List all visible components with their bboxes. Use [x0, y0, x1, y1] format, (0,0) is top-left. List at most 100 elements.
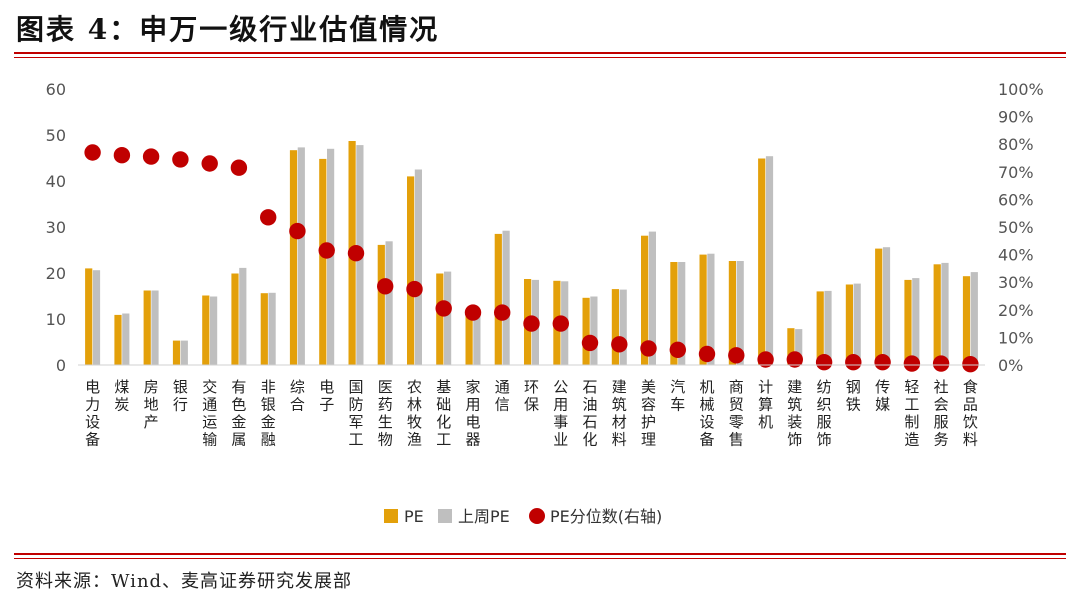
bar-pe	[699, 254, 707, 365]
category-labels: 电力设备煤炭房地产银行交通运输有色金属非银金融综合电子国防军工医药生物农林牧渔基…	[85, 378, 978, 449]
right-tick-label: 40%	[998, 246, 1034, 265]
category-label: 有色金属	[231, 378, 246, 449]
right-tick-label: 100%	[998, 80, 1044, 99]
category-label: 计算机	[758, 378, 773, 431]
left-tick-label: 0	[56, 356, 66, 375]
bar-pe	[728, 261, 736, 365]
dot-percentile	[84, 144, 101, 161]
dot-percentile	[172, 151, 189, 168]
source-note: 资料来源：Wind、麦高证券研究发展部	[16, 571, 353, 592]
left-tick-label: 30	[46, 218, 66, 237]
bar-pe	[641, 235, 649, 365]
dot-percentile	[377, 278, 394, 295]
bar-pe	[582, 297, 590, 365]
dot-percentile	[728, 347, 745, 364]
bar-pe	[114, 314, 122, 365]
category-label: 电力设备	[85, 378, 100, 449]
bar-pe-last-week	[268, 292, 276, 365]
bar-pe	[202, 295, 210, 365]
right-tick-label: 90%	[998, 108, 1034, 127]
bar-pe	[904, 279, 912, 365]
dot-percentile	[640, 340, 657, 357]
dot-percentile	[669, 341, 686, 358]
category-label: 电子	[319, 378, 334, 414]
bar-pe	[787, 328, 795, 365]
category-label: 医药生物	[378, 378, 393, 449]
bar-pe	[377, 244, 385, 365]
category-label: 房地产	[144, 378, 159, 431]
bar-pe-last-week	[912, 278, 920, 365]
category-label: 银行	[173, 378, 188, 414]
right-tick-label: 60%	[998, 190, 1034, 209]
bar-pe	[816, 291, 824, 365]
bar-pe	[289, 150, 298, 365]
dot-percentile	[142, 148, 160, 165]
category-label: 基础化工	[436, 378, 451, 449]
right-tick-label: 10%	[998, 328, 1034, 347]
left-tick-label: 50	[46, 126, 66, 145]
bar-pe	[875, 248, 883, 365]
dot-percentile	[611, 336, 628, 353]
dot-percentile	[815, 354, 833, 371]
bar-pe-last-week	[473, 312, 481, 365]
dot-percentile	[464, 304, 482, 321]
bar-pe-last-week	[210, 296, 218, 365]
dot-percentile	[260, 209, 277, 226]
bar-pe	[845, 284, 853, 365]
category-label: 机械设备	[699, 378, 714, 449]
bar-pe	[172, 340, 181, 365]
dot-percentile	[523, 315, 540, 332]
bar-pe-last-week	[297, 147, 305, 365]
dot-percentile	[494, 304, 511, 321]
bar-pe-last-week	[853, 283, 861, 365]
category-label: 汽车	[670, 378, 685, 414]
category-label: 公用事业	[553, 378, 568, 449]
left-tick-label: 10	[46, 310, 66, 329]
dot-percentile	[201, 155, 218, 172]
bar-pe-last-week	[502, 230, 510, 365]
top-rule-thick	[14, 52, 1066, 54]
category-label: 建筑装饰	[787, 378, 802, 449]
bar-pe-last-week	[648, 231, 656, 365]
right-tick-label: 30%	[998, 273, 1034, 292]
category-label: 石油石化	[582, 378, 597, 449]
dot-percentile	[932, 355, 950, 372]
category-label: 食品饮料	[963, 378, 978, 449]
category-label: 钢铁	[846, 378, 861, 414]
dot-percentile	[845, 354, 862, 371]
category-label: 轻工制造	[904, 378, 919, 449]
bar-pe	[758, 158, 766, 365]
bar-pe	[407, 176, 415, 365]
bar-pe	[962, 276, 971, 365]
category-label: 传媒	[875, 378, 890, 414]
dot-percentile	[406, 280, 423, 298]
bar-pe-last-week	[765, 156, 774, 365]
bar-pe-last-week	[444, 271, 452, 365]
category-label: 交通运输	[202, 378, 217, 449]
bar-pe-last-week	[678, 262, 686, 365]
bar-pe-last-week	[736, 261, 744, 365]
category-label: 通信	[495, 378, 510, 414]
bottom-rule-thin	[14, 558, 1066, 559]
category-label: 综合	[290, 378, 305, 414]
right-tick-label: 20%	[998, 301, 1034, 320]
bar-pe-last-week	[92, 270, 101, 365]
bar-pe-last-week	[795, 329, 803, 365]
dot-percentile	[874, 354, 891, 371]
bar-pe-last-week	[239, 267, 247, 365]
bottom-rule-thick	[14, 553, 1066, 555]
legend-pe-label: PE	[404, 507, 424, 526]
left-axis-ticks: 0 10 20 30 40 50 60	[46, 80, 66, 375]
right-axis-ticks: 0% 10% 20% 30% 40% 50% 60% 70% 80% 90% 100%	[998, 80, 1044, 375]
dot-percentile	[230, 159, 248, 176]
bar-pe-last-week	[970, 272, 978, 365]
bar-pe-last-week	[707, 253, 715, 365]
dot-percentile	[289, 222, 306, 240]
bar-pe	[143, 290, 151, 365]
dot-percentile	[962, 356, 979, 373]
legend-percentile-swatch	[529, 508, 545, 524]
dot-percentile	[581, 334, 599, 352]
bar-pe	[670, 262, 678, 365]
chart-title: 图表 4：申万一级行业估值情况	[16, 13, 440, 46]
